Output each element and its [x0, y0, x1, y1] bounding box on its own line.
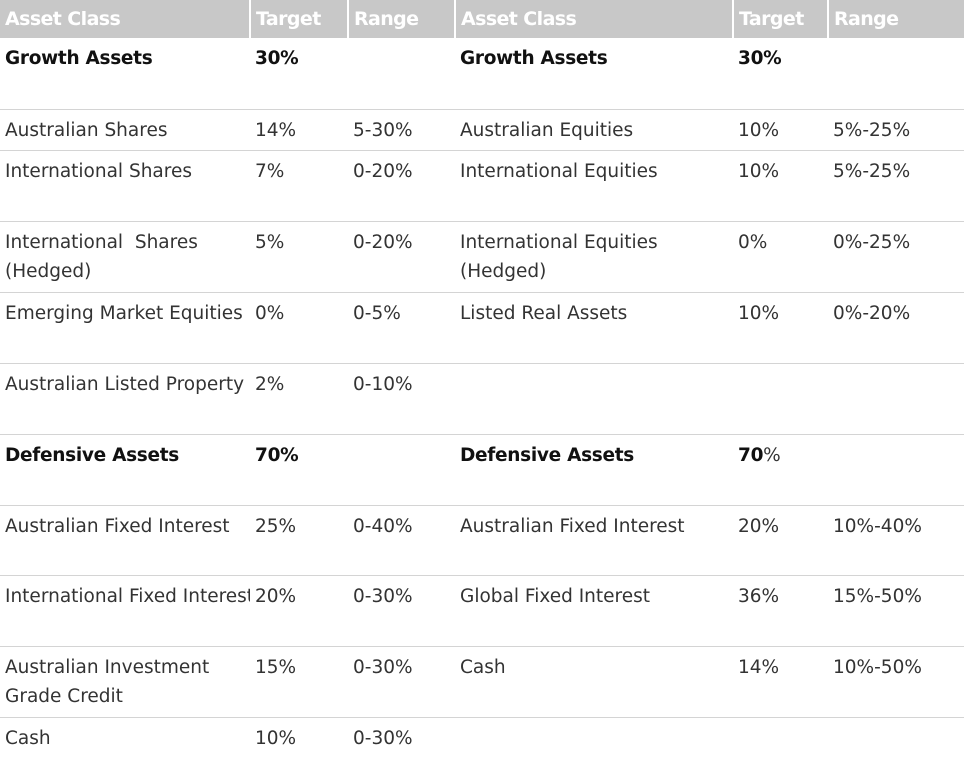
range-left	[348, 38, 455, 110]
range-left: 0-40%	[348, 505, 455, 576]
asset-name-left: Cash	[5, 727, 51, 749]
target-right: 30%	[733, 38, 828, 110]
target-right: 70%	[733, 434, 828, 506]
asset-name-left: International Shares	[0, 150, 250, 222]
header-asset-class-right: Asset Class	[455, 0, 734, 38]
header-target-right: Target	[733, 0, 829, 38]
target-right: 14%	[733, 646, 828, 718]
table-row: International Shares 7% 0-20% Internatio…	[0, 150, 964, 222]
table-row: International Fixed Interest 20% 0-30% G…	[0, 575, 964, 647]
range-right: 0%-20%	[828, 292, 964, 364]
range-right: 15%-50%	[828, 575, 964, 647]
asset-allocation-table: Asset Class Target Range Asset Class Tar…	[0, 0, 964, 761]
table-row: International Shares (Hedged) 5% 0-20% I…	[0, 221, 964, 293]
table-row: Australian Shares 14% 5-30% Australian E…	[0, 109, 964, 151]
target-left: 2%	[250, 363, 348, 435]
asset-name-left: Emerging Market Equities	[0, 292, 250, 364]
range-right: 5%-25%	[828, 109, 964, 151]
target-right: 36%	[733, 575, 828, 647]
header-row: Asset Class Target Range Asset Class Tar…	[0, 0, 964, 38]
asset-name-left: Growth Assets	[0, 38, 250, 110]
table-row: Australian Listed Property 2% 0-10%	[0, 363, 964, 435]
range-left: 0-30%	[348, 646, 455, 718]
header-target-left: Target	[250, 0, 349, 38]
target-left: 0%	[250, 292, 348, 364]
target-left: 7%	[250, 150, 348, 222]
header-range-left: Range	[348, 0, 456, 38]
asset-name-right: Australian Fixed Interest	[455, 505, 733, 576]
target-value: 70	[738, 444, 764, 466]
asset-name-right	[455, 717, 733, 761]
asset-name-right: Cash	[455, 646, 733, 718]
asset-name-left: Australian Investment Grade Credit	[0, 646, 250, 718]
target-right: 10%	[733, 109, 828, 151]
asset-name-right: Defensive Assets	[455, 434, 733, 506]
asset-name-right	[455, 363, 733, 435]
range-right: 10%-40%	[828, 505, 964, 576]
target-right: 0%	[733, 221, 828, 293]
range-left: 0-20%	[348, 221, 455, 293]
target-left: 20%	[250, 575, 348, 647]
range-right	[828, 38, 964, 110]
target-right: 10%	[733, 150, 828, 222]
asset-name-right: Growth Assets	[455, 38, 733, 110]
asset-name-left: International Fixed Interest	[0, 575, 250, 647]
target-left: 70%	[250, 434, 348, 506]
target-percent-sign: %	[763, 444, 781, 466]
asset-name-left: Australian Fixed Interest	[0, 505, 250, 576]
table-row: Cash 10% 0-30%	[0, 717, 964, 761]
range-left: 0-10%	[348, 363, 455, 435]
target-right: 10%	[733, 292, 828, 364]
asset-name-left: Australian Listed Property	[0, 363, 250, 435]
target-right	[733, 717, 828, 761]
target-left: 10%	[255, 727, 297, 749]
target-left: 14%	[250, 109, 348, 151]
table-row: Australian Investment Grade Credit 15% 0…	[0, 646, 964, 718]
range-left: 0-30%	[353, 727, 413, 749]
range-right: 10%-50%	[828, 646, 964, 718]
range-left: 0-20%	[348, 150, 455, 222]
range-left: 0-30%	[348, 575, 455, 647]
target-right: 20%	[733, 505, 828, 576]
target-left: 25%	[250, 505, 348, 576]
range-right: 0%-25%	[828, 221, 964, 293]
range-right	[828, 434, 964, 506]
header-range-right: Range	[828, 0, 964, 38]
header-asset-class-left: Asset Class	[0, 0, 251, 38]
range-right	[828, 363, 964, 435]
range-right	[828, 717, 964, 761]
target-left: 30%	[250, 38, 348, 110]
table-body: Growth Assets 30% Growth Assets 30% Aust…	[0, 38, 964, 761]
section-row-growth: Growth Assets 30% Growth Assets 30%	[0, 38, 964, 110]
range-left: 0-5%	[348, 292, 455, 364]
range-right: 5%-25%	[828, 150, 964, 222]
table-row: Emerging Market Equities 0% 0-5% Listed …	[0, 292, 964, 364]
asset-name-right: Listed Real Assets	[455, 292, 733, 364]
asset-name-right: Australian Equities	[455, 109, 733, 151]
target-left: 5%	[250, 221, 348, 293]
range-left	[348, 434, 455, 506]
target-left: 15%	[250, 646, 348, 718]
section-row-defensive: Defensive Assets 70% Defensive Assets 70…	[0, 434, 964, 506]
asset-name-left: Defensive Assets	[0, 434, 250, 506]
asset-name-left: International Shares (Hedged)	[0, 221, 250, 293]
asset-name-right: Global Fixed Interest	[455, 575, 733, 647]
target-right	[733, 363, 828, 435]
table-header: Asset Class Target Range Asset Class Tar…	[0, 0, 964, 38]
range-left: 5-30%	[348, 109, 455, 151]
asset-name-left: Australian Shares	[0, 109, 250, 151]
table-row: Australian Fixed Interest 25% 0-40% Aust…	[0, 505, 964, 576]
asset-name-right: International Equities	[455, 150, 733, 222]
asset-name-right: International Equities (Hedged)	[455, 221, 733, 293]
